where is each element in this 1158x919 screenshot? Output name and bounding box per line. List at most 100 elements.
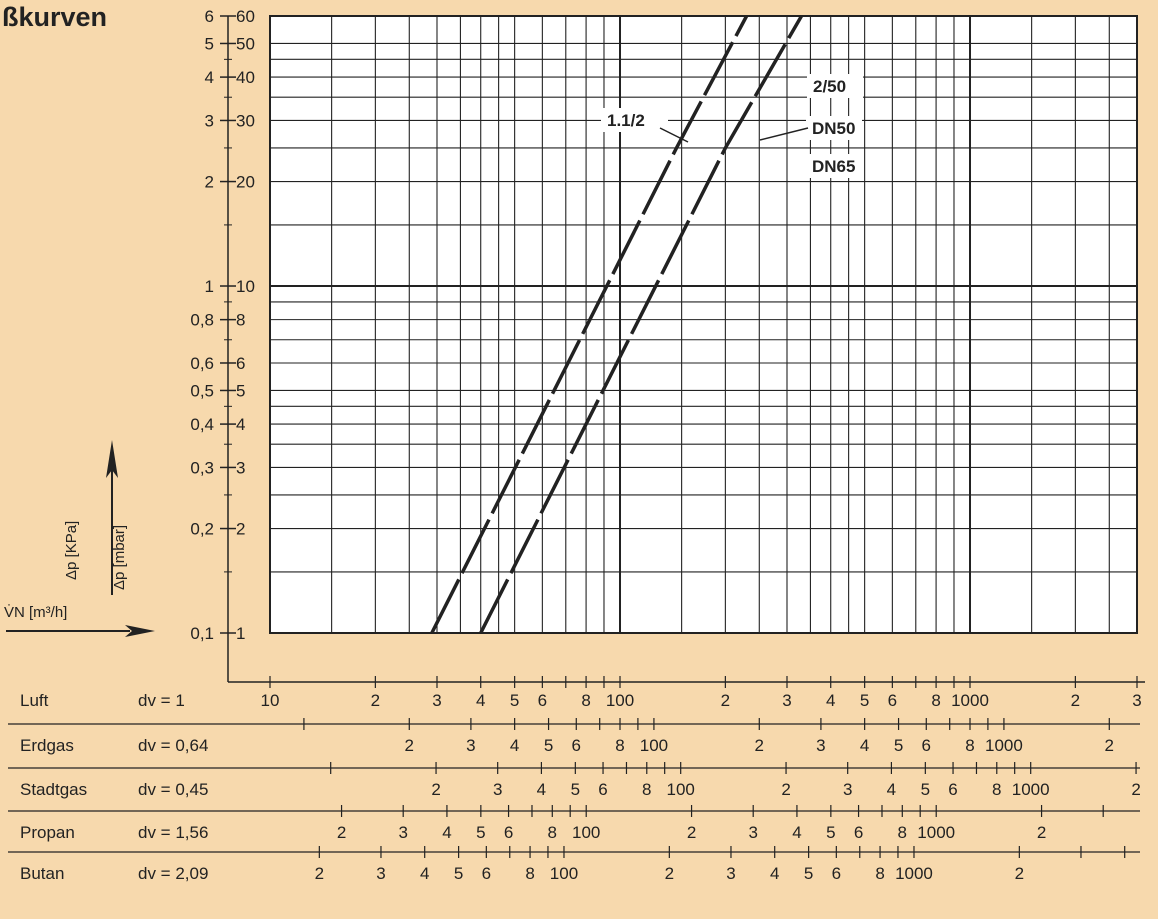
annotation-label: 2/50 — [813, 77, 846, 96]
y-tick-label-kpa: 0,5 — [190, 381, 214, 400]
x-label: V̇N [m³/h] — [4, 604, 67, 621]
gas-scale-label: 2 — [1037, 823, 1046, 842]
curve-line — [430, 15, 749, 634]
y-tick-label-kpa: 3 — [205, 111, 214, 130]
gas-scale-label: 8 — [525, 864, 534, 883]
gas-scale-label: 5 — [571, 780, 580, 799]
y-label-kpa: Δp [KPa] — [63, 521, 80, 580]
y-axis: 0,1 1 0,2 2 0,3 3 0,4 4 0,5 5 0,6 6 0,8 8 1 10 2 20 3 30 4 40… — [190, 7, 1145, 683]
y-tick-label-kpa: 0,8 — [190, 311, 214, 330]
annotation-label: DN50 — [812, 119, 855, 138]
gas-scale-label: 1000 — [951, 691, 989, 710]
gas-name: Stadtgas — [20, 780, 87, 799]
gas-scale-label: 3 — [748, 823, 757, 842]
y-tick-label-mbar: 1 — [236, 624, 245, 643]
gas-scale-label: 2 — [371, 691, 380, 710]
gas-scale-label: 2 — [337, 823, 346, 842]
gas-scale-label: 2 — [1131, 780, 1140, 799]
y-tick-label-kpa: 4 — [205, 68, 214, 87]
annotations: 1.1/2 2/50 DN50 DN65 — [601, 74, 863, 178]
gas-scale-label: 3 — [1132, 691, 1141, 710]
gas-scale-label: 10 — [261, 691, 280, 710]
gas-name: Erdgas — [20, 736, 74, 755]
gas-scale-label: 3 — [782, 691, 791, 710]
curve-line — [479, 15, 804, 634]
gas-scale-label: 8 — [642, 780, 651, 799]
chart-title: ßkurven — [2, 2, 107, 32]
y-tick-label-kpa: 2 — [205, 173, 214, 192]
gas-scale-label: 6 — [888, 691, 897, 710]
gas-scale-label: 6 — [504, 823, 513, 842]
gas-scale-label: 5 — [826, 823, 835, 842]
gas-scale-label: 4 — [510, 736, 519, 755]
plot-area — [269, 15, 1138, 634]
gas-scale-label: 6 — [854, 823, 863, 842]
gas-scale-label: 2 — [1015, 864, 1024, 883]
y-tick-label-kpa: 1 — [205, 277, 214, 296]
y-tick-label-mbar: 3 — [236, 458, 245, 477]
gas-scale-label: 4 — [420, 864, 429, 883]
gas-scale-label: 5 — [454, 864, 463, 883]
gas-scale-label: 3 — [466, 736, 475, 755]
annotation-leader — [659, 127, 689, 143]
gas-scale-label: 2 — [755, 736, 764, 755]
gas-scale-label: 2 — [1071, 691, 1080, 710]
gas-scale-label: 5 — [804, 864, 813, 883]
gas-scale-label: 3 — [726, 864, 735, 883]
gas-dv: dv = 1 — [138, 691, 185, 710]
annotation-label: DN65 — [812, 157, 855, 176]
gas-scale-label: 8 — [581, 691, 590, 710]
gas-scale-label: 5 — [510, 691, 519, 710]
gas-scale-label: 3 — [493, 780, 502, 799]
gas-scale-label: 6 — [948, 780, 957, 799]
gas-scale-label: 8 — [931, 691, 940, 710]
plot-frame — [269, 15, 1138, 634]
annotation-bg — [806, 154, 862, 178]
gas-scale-label: 6 — [482, 864, 491, 883]
annotation-bg — [806, 116, 862, 140]
gas-name: Luft — [20, 691, 49, 710]
gas-scale-label: 4 — [537, 780, 546, 799]
x-arrow-head-icon — [125, 625, 155, 637]
gas-scale-label: 3 — [376, 864, 385, 883]
gas-scale-label: 4 — [887, 780, 896, 799]
y-tick-label-kpa: 5 — [205, 34, 214, 53]
gas-scale-label: 1000 — [1012, 780, 1050, 799]
gas-dv: dv = 0,45 — [138, 780, 208, 799]
y-tick-label-mbar: 10 — [236, 277, 255, 296]
gas-scale-label: 100 — [550, 864, 578, 883]
curves — [430, 15, 804, 634]
y-tick-label-mbar: 5 — [236, 381, 245, 400]
y-tick-label-kpa: 0,4 — [190, 415, 214, 434]
gas-scale-label: 8 — [992, 780, 1001, 799]
gas-scale-label: 3 — [432, 691, 441, 710]
gas-scale-label: 4 — [860, 736, 869, 755]
y-tick-label-mbar: 30 — [236, 111, 255, 130]
y-tick-label-kpa: 6 — [205, 7, 214, 26]
gas-dv: dv = 1,56 — [138, 823, 208, 842]
y-tick-label-kpa: 0,3 — [190, 458, 214, 477]
gas-scale-label: 5 — [544, 736, 553, 755]
gas-scale-label: 2 — [665, 864, 674, 883]
gas-scale-label: 3 — [816, 736, 825, 755]
gas-scale-label: 100 — [606, 691, 634, 710]
gas-scale-label: 4 — [792, 823, 801, 842]
y-tick-label-mbar: 20 — [236, 173, 255, 192]
annotation-leader — [759, 127, 809, 141]
gas-scale-label: 2 — [781, 780, 790, 799]
gas-scale-label: 6 — [572, 736, 581, 755]
gas-scale-label: 5 — [894, 736, 903, 755]
gas-scale-label: 2 — [1105, 736, 1114, 755]
y-tick-label-kpa: 0,2 — [190, 520, 214, 539]
gas-scale-label: 6 — [598, 780, 607, 799]
gas-scale-label: 100 — [640, 736, 668, 755]
gas-scale-label: 5 — [476, 823, 485, 842]
gas-dv: dv = 2,09 — [138, 864, 208, 883]
gas-scale-label: 6 — [922, 736, 931, 755]
annotation-bg — [601, 108, 668, 132]
y-tick-label-mbar: 50 — [236, 34, 255, 53]
y-tick-label-mbar: 2 — [236, 520, 245, 539]
gas-scale-label: 6 — [832, 864, 841, 883]
